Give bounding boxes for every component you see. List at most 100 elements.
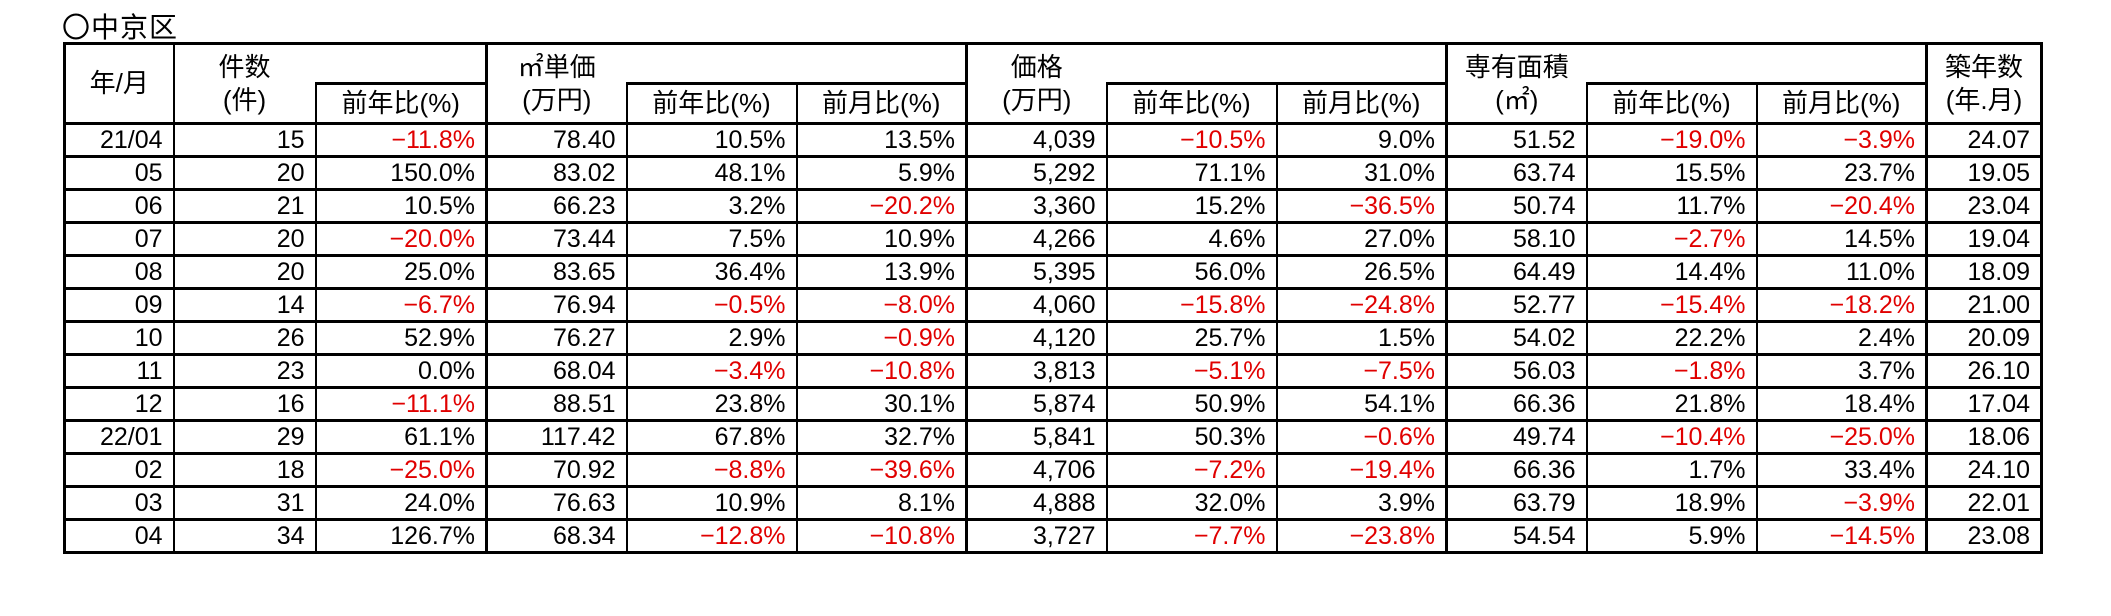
cell-area_yoy: 5.9% bbox=[1585, 518, 1758, 554]
cell-year_month: 11 bbox=[63, 353, 175, 389]
cell-sqm_price_mom: 13.9% bbox=[795, 254, 968, 290]
cell-count_yoy: 10.5% bbox=[314, 188, 488, 224]
col-header-year-month: 年/月 bbox=[63, 42, 175, 125]
cell-count: 20 bbox=[172, 254, 317, 290]
cell-sqm_price_yoy: −12.8% bbox=[625, 518, 798, 554]
cell-building_age: 20.09 bbox=[1925, 320, 2043, 356]
cell-area_yoy: −19.0% bbox=[1585, 122, 1758, 158]
table-header: 年/月 件数 (件) ㎡単価 (万円) 価格 (万円) 専有面積 bbox=[63, 42, 2043, 125]
cell-count: 31 bbox=[172, 485, 317, 521]
cell-sqm_price_mom: −8.0% bbox=[795, 287, 968, 323]
cell-area: 54.54 bbox=[1445, 518, 1588, 554]
cell-sqm_price_mom: −10.8% bbox=[795, 518, 968, 554]
cell-sqm_price_yoy: 67.8% bbox=[625, 419, 798, 455]
group-title-price: 価格 bbox=[1010, 52, 1063, 82]
cell-building_age: 24.07 bbox=[1925, 122, 2043, 158]
cell-area: 52.77 bbox=[1445, 287, 1588, 323]
col-header-sqm-price-yoy: 前年比(%) bbox=[625, 82, 798, 125]
cell-area_yoy: 22.2% bbox=[1585, 320, 1758, 356]
cell-sqm_price_mom: 5.9% bbox=[795, 155, 968, 191]
cell-price_mom: 54.1% bbox=[1275, 386, 1448, 422]
header-spacer bbox=[315, 42, 487, 85]
cell-price_mom: −36.5% bbox=[1275, 188, 1448, 224]
cell-year_month: 12 bbox=[63, 386, 175, 422]
cell-count: 15 bbox=[172, 122, 317, 158]
cell-price_mom: 26.5% bbox=[1275, 254, 1448, 290]
cell-area: 50.74 bbox=[1445, 188, 1588, 224]
cell-building_age: 23.04 bbox=[1925, 188, 2043, 224]
cell-count_yoy: 0.0% bbox=[314, 353, 488, 389]
cell-area_yoy: 11.7% bbox=[1585, 188, 1758, 224]
cell-sqm_price: 88.51 bbox=[485, 386, 628, 422]
group-unit-price: (万円) bbox=[1002, 84, 1072, 115]
cell-price: 3,727 bbox=[965, 518, 1108, 554]
cell-sqm_price_mom: 32.7% bbox=[795, 419, 968, 455]
cell-sqm_price: 73.44 bbox=[485, 221, 628, 257]
cell-sqm_price_mom: −0.9% bbox=[795, 320, 968, 356]
cell-year_month: 08 bbox=[63, 254, 175, 290]
cell-area: 51.52 bbox=[1445, 122, 1588, 158]
cell-count_yoy: −11.8% bbox=[314, 122, 488, 158]
col-header-sqm-price: ㎡単価 (万円) bbox=[485, 42, 627, 125]
cell-price_mom: 1.5% bbox=[1275, 320, 1448, 356]
cell-building_age: 26.10 bbox=[1925, 353, 2043, 389]
cell-building_age: 19.05 bbox=[1925, 155, 2043, 191]
header-row-subs: 前年比(%) 前年比(%) 前月比(%) 前年比(%) 前月比(%) 前年比(%… bbox=[65, 82, 2042, 125]
col-header-area-yoy: 前年比(%) bbox=[1585, 82, 1758, 125]
cell-price_yoy: 25.7% bbox=[1105, 320, 1278, 356]
cell-area_yoy: 18.9% bbox=[1585, 485, 1758, 521]
cell-area_yoy: −1.8% bbox=[1585, 353, 1758, 389]
cell-count_yoy: −6.7% bbox=[314, 287, 488, 323]
cell-sqm_price: 68.34 bbox=[485, 518, 628, 554]
cell-area_yoy: 14.4% bbox=[1585, 254, 1758, 290]
table-row: 12 16 −11.1% 88.51 23.8% 30.1% 5,874 50.9% 54.1%… bbox=[63, 386, 2043, 422]
cell-sqm_price_mom: −20.2% bbox=[795, 188, 968, 224]
cell-sqm_price: 78.40 bbox=[485, 122, 628, 158]
cell-area_mom: −18.2% bbox=[1755, 287, 1928, 323]
cell-area_yoy: −15.4% bbox=[1585, 287, 1758, 323]
cell-sqm_price_mom: 8.1% bbox=[795, 485, 968, 521]
table-row: 02 18 −25.0% 70.92 −8.8% −39.6% 4,706 −7.2% −19.… bbox=[63, 452, 2043, 488]
cell-sqm_price_yoy: 2.9% bbox=[625, 320, 798, 356]
cell-sqm_price_mom: −39.6% bbox=[795, 452, 968, 488]
cell-price_yoy: 71.1% bbox=[1105, 155, 1278, 191]
cell-count_yoy: 52.9% bbox=[314, 320, 488, 356]
cell-area_yoy: −2.7% bbox=[1585, 221, 1758, 257]
cell-price_yoy: 15.2% bbox=[1105, 188, 1278, 224]
group-title-building-age: 築年数 bbox=[1944, 52, 2023, 82]
col-header-building-age: 築年数 (年.月) bbox=[1925, 42, 2043, 125]
cell-price_yoy: −10.5% bbox=[1105, 122, 1278, 158]
cell-sqm_price_mom: 30.1% bbox=[795, 386, 968, 422]
cell-count: 23 bbox=[172, 353, 317, 389]
table-row: 11 23 0.0% 68.04 −3.4% −10.8% 3,813 −5.1% −7.5% 5… bbox=[63, 353, 2043, 389]
header-row-groups: 年/月 件数 (件) ㎡単価 (万円) 価格 (万円) 専有面積 bbox=[63, 42, 2043, 125]
cell-sqm_price_mom: 10.9% bbox=[795, 221, 968, 257]
col-header-area: 専有面積 (㎡) bbox=[1445, 42, 1587, 125]
cell-sqm_price_yoy: 7.5% bbox=[625, 221, 798, 257]
cell-year_month: 07 bbox=[63, 221, 175, 257]
cell-area_mom: −3.9% bbox=[1755, 485, 1928, 521]
cell-price: 5,292 bbox=[965, 155, 1108, 191]
cell-area_mom: 23.7% bbox=[1755, 155, 1928, 191]
cell-count_yoy: 25.0% bbox=[314, 254, 488, 290]
cell-sqm_price_yoy: −3.4% bbox=[625, 353, 798, 389]
cell-count: 16 bbox=[172, 386, 317, 422]
group-title-count: 件数 bbox=[218, 52, 271, 82]
table-row: 04 34 126.7% 68.34 −12.8% −10.8% 3,727 −7.7% −23… bbox=[63, 518, 2043, 554]
cell-area_mom: 14.5% bbox=[1755, 221, 1928, 257]
cell-building_age: 19.04 bbox=[1925, 221, 2043, 257]
cell-area_yoy: 1.7% bbox=[1585, 452, 1758, 488]
cell-sqm_price_mom: −10.8% bbox=[795, 353, 968, 389]
cell-area_mom: −14.5% bbox=[1755, 518, 1928, 554]
cell-area_mom: −3.9% bbox=[1755, 122, 1928, 158]
cell-count_yoy: −20.0% bbox=[314, 221, 488, 257]
cell-building_age: 18.09 bbox=[1925, 254, 2043, 290]
cell-price_yoy: 32.0% bbox=[1105, 485, 1278, 521]
cell-year_month: 09 bbox=[63, 287, 175, 323]
cell-price_mom: −24.8% bbox=[1275, 287, 1448, 323]
cell-price: 5,874 bbox=[965, 386, 1108, 422]
cell-price: 4,706 bbox=[965, 452, 1108, 488]
cell-year_month: 02 bbox=[63, 452, 175, 488]
cell-price_mom: 9.0% bbox=[1275, 122, 1448, 158]
cell-building_age: 24.10 bbox=[1925, 452, 2043, 488]
